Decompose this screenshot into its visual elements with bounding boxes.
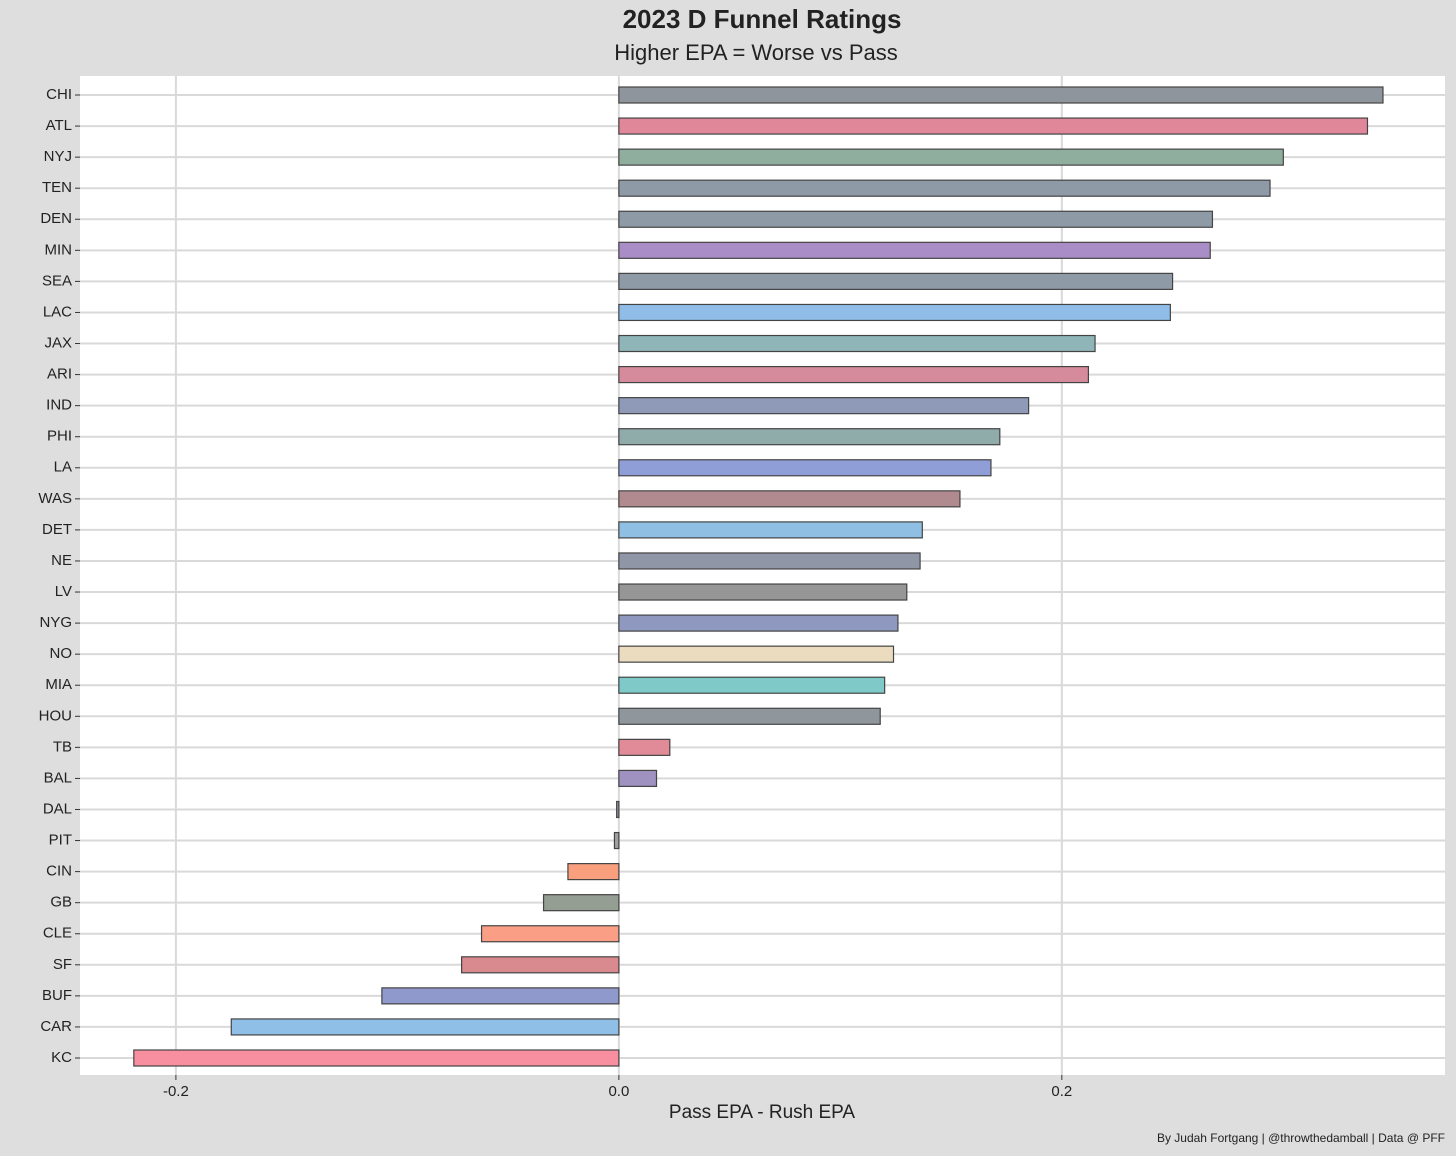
- y-tick-label: SEA: [42, 272, 72, 289]
- y-tick-label: DEN: [40, 210, 72, 227]
- y-tick-label: CIN: [46, 863, 72, 880]
- bar: [133, 1049, 620, 1067]
- bar: [618, 769, 658, 788]
- bar: [618, 86, 1384, 104]
- y-tick-label: MIN: [45, 241, 73, 258]
- y-tick-label: MIA: [45, 676, 72, 693]
- bar: [480, 925, 620, 943]
- bar: [616, 800, 620, 819]
- bar: [618, 428, 1001, 446]
- bar: [381, 987, 620, 1005]
- y-tick-label: LA: [54, 459, 72, 476]
- y-tick-label: NYG: [39, 614, 72, 631]
- y-tick-label: TEN: [42, 179, 72, 196]
- y-tick-label: WAS: [38, 490, 72, 507]
- bar: [618, 148, 1284, 166]
- caption: By Judah Fortgang | @throwthedamball | D…: [1157, 1131, 1445, 1145]
- bar: [618, 459, 992, 477]
- y-tick-label: LV: [55, 583, 72, 600]
- y-tick-label: CLE: [43, 925, 72, 942]
- y-tick-label: CHI: [46, 86, 72, 103]
- bar: [618, 397, 1030, 415]
- bar: [618, 241, 1211, 259]
- y-tick-label: HOU: [39, 707, 72, 724]
- bar: [618, 210, 1214, 228]
- bar: [618, 117, 1369, 135]
- y-tick-label: NYJ: [44, 148, 72, 165]
- bar: [613, 831, 620, 850]
- bar: [542, 894, 620, 912]
- bar: [618, 552, 921, 570]
- bar: [618, 614, 899, 632]
- bar: [618, 272, 1174, 290]
- y-tick-label: IND: [46, 397, 72, 414]
- y-tick-label: BUF: [42, 987, 72, 1004]
- y-tick-label: GB: [50, 894, 72, 911]
- bar: [618, 583, 908, 601]
- bar: [618, 365, 1090, 384]
- y-tick-label: PIT: [49, 832, 72, 849]
- bar: [461, 956, 620, 974]
- x-tick-label: -0.2: [163, 1083, 189, 1100]
- y-tick-label: KC: [51, 1049, 72, 1066]
- y-tick-label: TB: [53, 738, 72, 755]
- y-tick-label: BAL: [44, 769, 72, 786]
- y-tick-label: LAC: [43, 303, 72, 320]
- bar: [230, 1018, 620, 1036]
- bar: [567, 863, 620, 881]
- y-tick-label: DAL: [43, 800, 72, 817]
- bar: [618, 334, 1096, 353]
- bar: [618, 738, 671, 756]
- y-tick-label: DET: [42, 521, 72, 538]
- y-tick-label: PHI: [47, 428, 72, 445]
- chart-title: 2023 D Funnel Ratings: [623, 4, 902, 34]
- y-tick-label: CAR: [40, 1018, 72, 1035]
- y-tick-label: NO: [50, 645, 73, 662]
- x-axis-label: Pass EPA - Rush EPA: [669, 1102, 856, 1123]
- bar: [618, 521, 923, 539]
- y-tick-label: SF: [53, 956, 72, 973]
- chart-subtitle: Higher EPA = Worse vs Pass: [614, 40, 897, 65]
- y-tick-label: NE: [51, 552, 72, 569]
- bar: [618, 645, 895, 663]
- y-tick-label: ARI: [47, 366, 72, 383]
- x-tick-label: 0.0: [608, 1083, 629, 1100]
- x-tick-label: 0.2: [1051, 1083, 1072, 1100]
- bar: [618, 179, 1271, 197]
- y-tick-label: ATL: [46, 117, 72, 134]
- bar: [618, 490, 961, 508]
- y-tick-label: JAX: [44, 334, 72, 351]
- bar: [618, 676, 886, 694]
- bar: [618, 707, 881, 725]
- bar: [618, 303, 1171, 322]
